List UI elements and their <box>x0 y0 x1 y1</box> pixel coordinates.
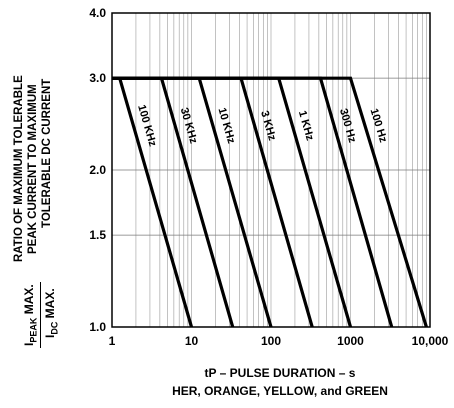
curve-label: 3 KHz <box>258 109 278 142</box>
curve-labels: 100 KHz 30 KHz 10 KHz 3 KHz 1 KHz 300 Hz 100 H… <box>135 103 389 148</box>
formula-numerator: IPEAK MAX. <box>22 282 42 348</box>
x-axis-label: tP – PULSE DURATION – s <box>204 366 356 380</box>
chart-subtitle: HER, ORANGE, YELLOW, and GREEN <box>172 384 388 398</box>
curve-label: 300 Hz <box>337 107 358 144</box>
y-tick-label: 1.5 <box>89 228 106 242</box>
tick-labels: 1 10 100 1000 10,000 1.0 1.5 2.0 3.0 4.0 <box>89 6 448 348</box>
curve-label: 100 Hz <box>367 107 389 144</box>
y-axis-formula: IPEAK MAX. IDC MAX. <box>22 282 62 348</box>
x-tick-label: 100 <box>261 334 281 348</box>
curve-100-hz <box>112 76 428 328</box>
curve-label: 1 KHz <box>296 109 316 142</box>
y-tick-label: 3.0 <box>89 71 106 85</box>
y-axis-label-line-2: PEAK CURRENT TO MAXIMUM <box>27 84 39 254</box>
y-tick-label: 1.0 <box>89 320 106 334</box>
formula-denominator: IDC MAX. <box>43 288 60 338</box>
curves <box>112 76 428 328</box>
y-axis-label-line-1: RATIO OF MAXIMUM TOLERABLE <box>13 75 25 262</box>
y-axis-label: RATIO OF MAXIMUM TOLERABLE PEAK CURRENT … <box>12 75 54 262</box>
y-tick-label: 4.0 <box>89 6 106 20</box>
y-tick-label: 2.0 <box>89 163 106 177</box>
x-tick-label: 1 <box>109 334 116 348</box>
curve-label: 30 KHz <box>178 106 200 145</box>
x-tick-label: 10,000 <box>412 334 449 348</box>
grid-lines <box>111 13 430 327</box>
x-tick-label: 1000 <box>337 334 364 348</box>
y-axis-label-line-3: TOLERABLE DC CURRENT <box>41 78 53 228</box>
curve-label: 10 KHz <box>215 106 237 145</box>
x-tick-label: 10 <box>185 334 199 348</box>
